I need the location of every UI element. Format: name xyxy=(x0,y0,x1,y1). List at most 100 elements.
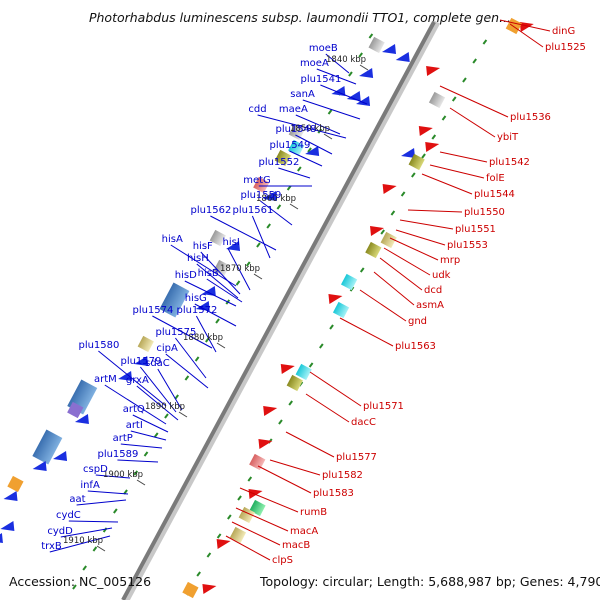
gene-label[interactable]: plu1549 xyxy=(269,140,310,151)
gene-label[interactable]: plu1571 xyxy=(363,401,404,412)
gene-label[interactable]: rumB xyxy=(300,507,327,518)
gene-label[interactable]: plu1580 xyxy=(78,340,119,351)
gene-label[interactable]: maeA xyxy=(279,104,308,115)
rna-tick xyxy=(400,191,406,197)
rna-tick xyxy=(194,356,200,362)
gene-label[interactable]: artQ xyxy=(123,404,145,415)
gene-label[interactable]: metG xyxy=(243,175,271,186)
forward-gene-arrow xyxy=(195,301,210,311)
gene-label[interactable]: plu1536 xyxy=(510,112,551,123)
gene-label[interactable]: plu1577 xyxy=(336,452,377,463)
gene-label[interactable]: plu1559 xyxy=(240,190,281,201)
leader-line xyxy=(210,215,277,251)
gene-label[interactable]: plu1575 xyxy=(155,327,196,338)
gene-label[interactable]: udk xyxy=(432,270,451,281)
gene-label[interactable]: cydD xyxy=(47,526,73,537)
rna-tick xyxy=(319,343,324,349)
gene-feature-block xyxy=(229,526,247,544)
gene-label[interactable]: artM xyxy=(94,374,117,385)
gene-label[interactable]: sdaC xyxy=(145,358,170,369)
leader-line xyxy=(278,167,311,179)
gene-label[interactable]: ybiT xyxy=(497,132,519,143)
gene-label[interactable]: plu1579 xyxy=(120,356,161,367)
forward-gene-arrow xyxy=(395,52,410,62)
gene-label[interactable]: plu1552 xyxy=(258,157,299,168)
gene-label[interactable]: grxA xyxy=(126,375,149,386)
gene-label[interactable]: plu1582 xyxy=(322,470,363,481)
gene-label[interactable]: cdd xyxy=(248,104,266,115)
gene-label[interactable]: trxB xyxy=(41,541,62,552)
leader-line xyxy=(95,474,131,479)
forward-gene-arrow xyxy=(74,414,89,424)
topology-text: Topology: circular; Length: 5,688,987 bp… xyxy=(260,574,600,589)
gene-label[interactable]: plu1548 xyxy=(275,124,316,135)
gene-label[interactable]: infA xyxy=(80,480,100,491)
gene-label[interactable]: plu1542 xyxy=(489,157,530,168)
gene-label[interactable]: gnd xyxy=(408,316,427,327)
gene-feature-block xyxy=(209,229,226,247)
gene-label[interactable]: dcd xyxy=(424,285,442,296)
gene-label[interactable]: plu1541 xyxy=(300,74,341,85)
gene-label[interactable]: plu1553 xyxy=(447,240,488,251)
reverse-gene-arrow xyxy=(258,439,273,449)
leader-line xyxy=(165,353,209,389)
leader-line xyxy=(269,459,321,476)
gene-label[interactable]: dacC xyxy=(351,417,376,428)
gene-label[interactable]: plu1583 xyxy=(313,488,354,499)
gene-label[interactable]: artI xyxy=(126,420,143,431)
gene-label[interactable]: hisF xyxy=(193,241,213,252)
gene-label[interactable]: plu1525 xyxy=(545,42,586,53)
rna-tick xyxy=(196,571,201,577)
gene-label[interactable]: hisH xyxy=(187,253,209,264)
gene-label[interactable]: artP xyxy=(113,433,133,444)
leader-line xyxy=(289,150,323,167)
gene-label[interactable]: macB xyxy=(282,540,310,551)
gene-feature-block xyxy=(365,241,382,259)
leader-line xyxy=(339,317,394,347)
rna-tick xyxy=(482,39,488,45)
gene-feature-block xyxy=(7,475,24,493)
gene-label[interactable]: cipA xyxy=(156,343,178,354)
rna-tick xyxy=(472,58,477,64)
gene-label[interactable]: plu1562 xyxy=(190,205,231,216)
gene-label[interactable]: plu1544 xyxy=(474,189,515,200)
gene-label[interactable]: plu1563 xyxy=(395,341,436,352)
gene-label[interactable]: hisI xyxy=(223,237,240,248)
rna-tick xyxy=(329,324,334,330)
leader-line xyxy=(257,114,347,139)
gene-label[interactable]: plu1551 xyxy=(455,224,496,235)
gene-feature-block xyxy=(137,335,154,353)
gene-label[interactable]: clpS xyxy=(272,555,293,566)
gene-label[interactable]: cspD xyxy=(83,464,108,475)
gene-label[interactable]: cydC xyxy=(56,510,81,521)
rna-tick xyxy=(286,185,292,191)
gene-label[interactable]: plu1574 xyxy=(132,305,173,316)
gene-label[interactable]: folE xyxy=(486,173,505,184)
gene-feature-block xyxy=(213,259,230,277)
gene-label[interactable]: plu1561 xyxy=(232,205,273,216)
gene-label[interactable]: hisG xyxy=(185,293,207,304)
gene-label[interactable]: mrp xyxy=(440,255,460,266)
gene-label[interactable]: moeB xyxy=(309,43,338,54)
gene-label[interactable]: aat xyxy=(69,494,85,505)
gene-label[interactable]: sanA xyxy=(290,89,315,100)
gene-label[interactable]: plu1589 xyxy=(97,449,138,460)
gene-label[interactable]: moeA xyxy=(300,58,329,69)
leader-line xyxy=(68,520,119,523)
reverse-gene-arrow xyxy=(328,294,343,304)
leader-lines xyxy=(49,19,551,561)
gene-label[interactable]: plu1572 xyxy=(176,305,217,316)
leader-line xyxy=(257,465,312,494)
gene-label[interactable]: hisA xyxy=(162,234,183,245)
leader-line xyxy=(195,315,217,353)
rna-tick xyxy=(215,318,220,324)
gene-label[interactable]: dinG xyxy=(552,26,575,37)
gene-label[interactable]: plu1550 xyxy=(464,207,505,218)
gene-label[interactable]: hisD xyxy=(175,270,197,281)
gene-label[interactable]: asmA xyxy=(416,300,444,311)
gene-label[interactable]: macA xyxy=(290,526,318,537)
forward-gene-arrow xyxy=(346,91,361,101)
gene-label[interactable]: hisB xyxy=(198,268,219,279)
rna-tick xyxy=(184,375,190,381)
leader-line xyxy=(49,535,111,553)
